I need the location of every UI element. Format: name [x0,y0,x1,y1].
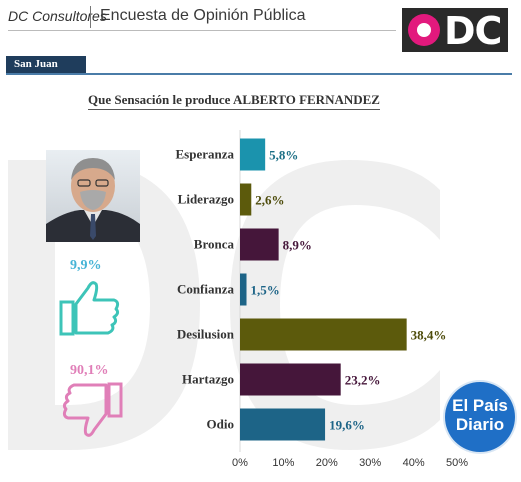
chart-title: Que Sensación le produce ALBERTO FERNAND… [88,92,380,110]
category-label-bronca: Bronca [194,237,235,252]
logo-text: DC [444,9,502,53]
badge-line-1: El País [452,396,508,415]
region-label: San Juan [6,56,86,73]
bar-hartazgo [240,363,341,396]
odc-logo: DC [402,8,508,53]
region-underline [6,73,512,75]
value-label-liderazgo: 2,6% [255,193,284,208]
header-title: Encuesta de Opinión Pública [100,7,306,24]
x-tick-label: 30% [359,457,381,469]
el-pais-diario-badge: El País Diario [445,382,515,452]
value-label-odio: 19,6% [329,418,365,433]
value-label-bronca: 8,9% [283,238,312,253]
person-photo [46,150,140,242]
negative-percent: 90,1% [70,363,109,378]
positive-percent: 9,9% [70,258,102,273]
logo-circle-icon [408,14,440,46]
category-label-liderazgo: Liderazgo [178,192,234,207]
bar-odio [240,408,326,441]
value-label-desilusion: 38,4% [411,328,447,343]
thumbs-down-icon [62,382,123,437]
x-tick-label: 20% [316,457,338,469]
badge-line-2: Diario [455,415,505,434]
value-label-esperanza: 5,8% [269,148,298,163]
bar-confianza [240,273,247,306]
x-tick-label: 10% [272,457,294,469]
category-label-desilusion: Desilusion [177,327,235,342]
x-tick-label: 0% [232,457,248,469]
value-label-hartazgo: 23,2% [345,373,381,388]
bar-desilusion [240,318,407,351]
brand-name: DC Consultores [8,8,107,24]
header-divider [90,6,91,28]
x-tick-label: 40% [403,457,425,469]
category-label-hartazgo: Hartazgo [182,372,234,387]
category-label-confianza: Confianza [177,282,235,297]
value-label-confianza: 1,5% [251,283,280,298]
thumbs-up-icon [59,281,120,336]
x-tick-label: 50% [446,457,468,469]
bar-bronca [240,228,279,261]
header-underline [8,30,396,31]
header: DC Consultores Encuesta de Opinión Públi… [0,0,521,52]
category-label-esperanza: Esperanza [176,147,235,162]
category-label-odio: Odio [207,417,234,432]
bar-liderazgo [240,183,252,216]
bar-esperanza [240,138,266,171]
